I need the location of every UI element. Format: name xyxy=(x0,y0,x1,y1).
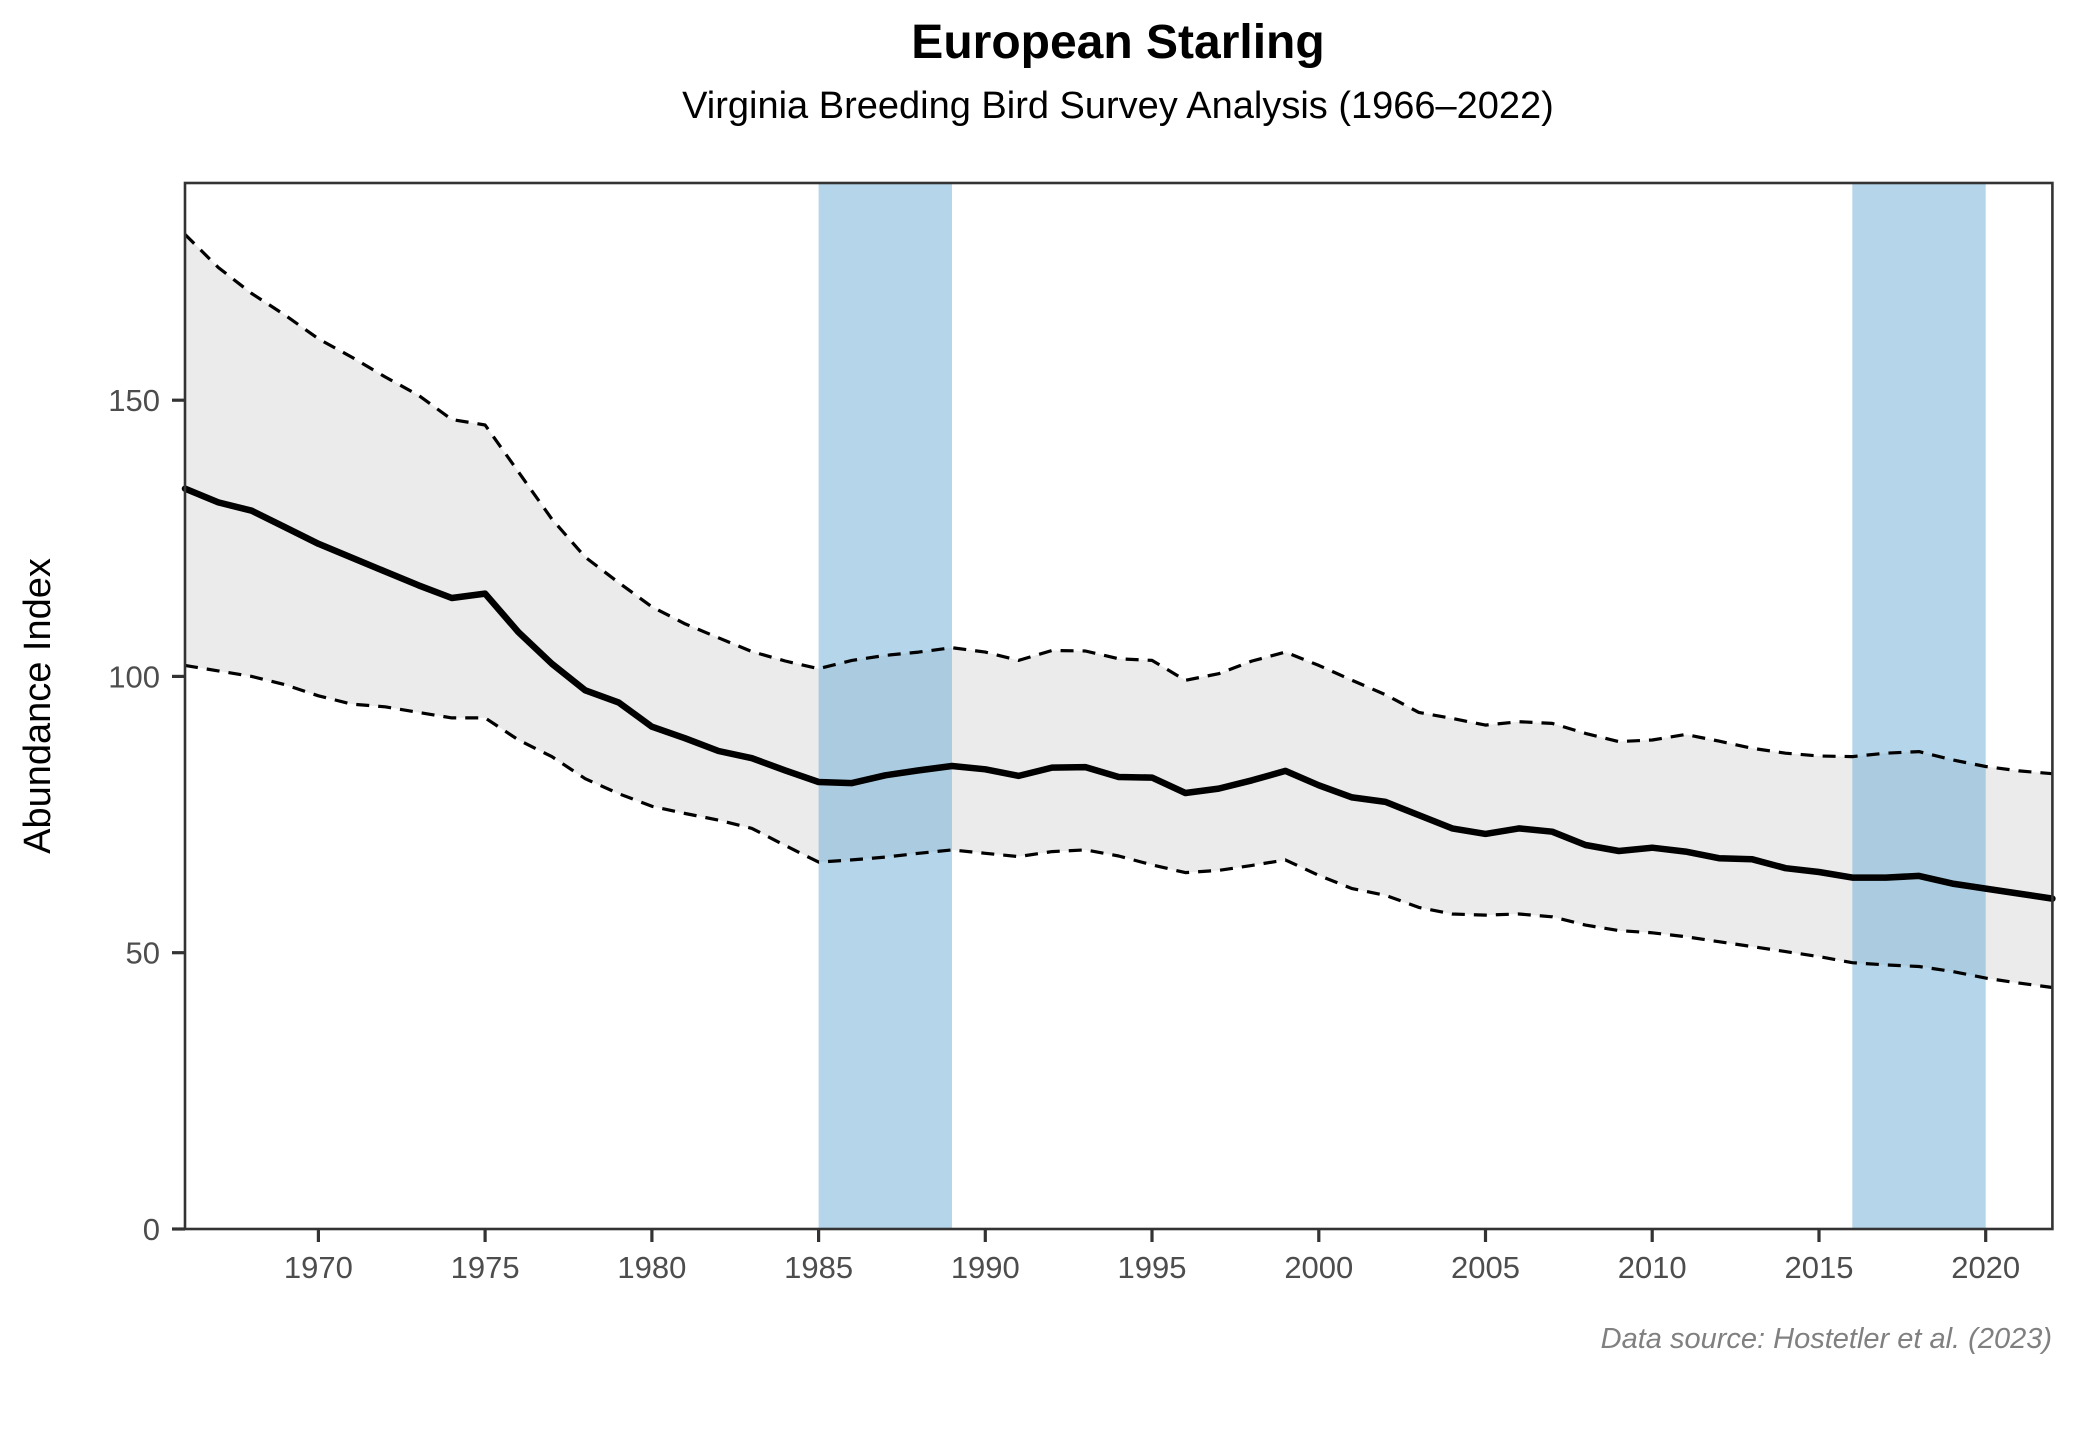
x-tick-label-1970: 1970 xyxy=(284,1250,353,1285)
ci-lines-group xyxy=(183,233,2053,990)
y-tick-label-0: 0 xyxy=(143,1212,160,1247)
highlight-bands-group xyxy=(818,183,1986,1229)
abundance-index-line xyxy=(181,485,2056,902)
x-tick-label-2015: 2015 xyxy=(1785,1250,1854,1285)
plot-panel xyxy=(181,181,2056,1231)
panel-border-group xyxy=(183,181,2054,1231)
y-axis: 0 50 100 150 xyxy=(108,383,185,1247)
caption-data-source: Data source: Hostetler et al. (2023) xyxy=(1601,1323,2052,1355)
ci-ribbon-group xyxy=(185,234,2053,988)
chart-subtitle: Virginia Breeding Bird Survey Analysis (… xyxy=(682,85,1554,127)
lower-ci-line xyxy=(184,663,2053,990)
upper-ci-line xyxy=(183,233,2053,776)
x-tick-label-2010: 2010 xyxy=(1618,1250,1687,1285)
x-tick-label-2020: 2020 xyxy=(1951,1250,2020,1285)
confidence-ribbon xyxy=(185,234,2053,988)
x-tick-label-1980: 1980 xyxy=(617,1250,686,1285)
y-tick-label-150: 150 xyxy=(108,383,160,418)
x-tick-label-1985: 1985 xyxy=(784,1250,853,1285)
x-tick-label-2005: 2005 xyxy=(1451,1250,1520,1285)
y-tick-label-50: 50 xyxy=(126,936,160,971)
y-axis-title: Abundance Index xyxy=(17,558,59,854)
x-axis: 1970 1975 1980 1985 1990 1995 2000 2005 2010 2015… xyxy=(284,1229,2020,1285)
x-tick-label-1995: 1995 xyxy=(1118,1250,1187,1285)
x-tick-label-1990: 1990 xyxy=(951,1250,1020,1285)
highlight-band-2016-2020 xyxy=(1852,183,1986,1229)
y-tick-label-100: 100 xyxy=(108,659,160,694)
index-line-group xyxy=(181,485,2056,902)
chart-title: European Starling xyxy=(911,16,1324,69)
highlight-band-1985-1989 xyxy=(818,183,952,1229)
panel-border xyxy=(183,181,2054,1231)
x-tick-label-2000: 2000 xyxy=(1284,1250,1353,1285)
x-tick-label-1975: 1975 xyxy=(451,1250,520,1285)
